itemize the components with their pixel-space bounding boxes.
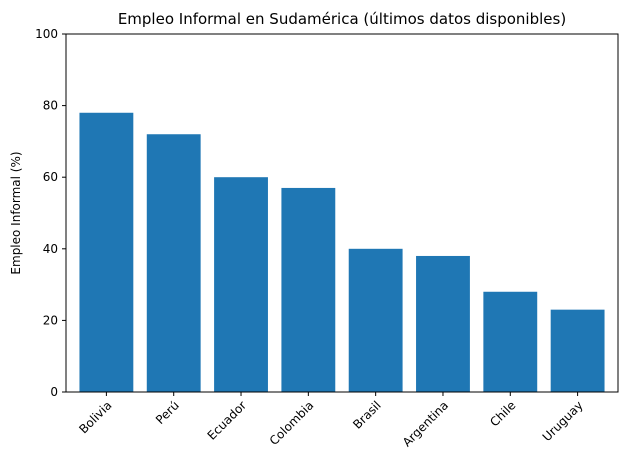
y-tick-label: 20 [43, 313, 58, 327]
bar-chile [483, 291, 538, 392]
bar-ecuador [214, 177, 268, 392]
y-tick-label: 40 [43, 242, 58, 256]
bar-bolivia [79, 112, 134, 392]
y-tick-label: 100 [35, 27, 58, 41]
bar-colombia [281, 187, 336, 392]
bar-brasil [348, 248, 403, 392]
plot-frame [65, 33, 619, 393]
x-tick-label-bolivia: Bolivia [76, 398, 114, 436]
y-axis-label: Empleo Informal (%) [9, 151, 23, 274]
y-tick-label: 0 [50, 385, 58, 399]
bar-argentina [416, 255, 470, 392]
y-axis-ticks: 0 20 40 60 80 100 [35, 27, 66, 399]
x-tick-label-chile: Chile [487, 398, 518, 429]
bar-perú [146, 134, 201, 393]
x-tick-label-perú: Perú [153, 398, 182, 427]
x-tick-label-brasil: Brasil [350, 398, 384, 432]
bars-group [79, 112, 605, 393]
chart-title: Empleo Informal en Sudamérica (últimos d… [118, 10, 566, 28]
y-tick-label: 80 [43, 99, 58, 113]
x-tick-label-uruguay: Uruguay [540, 398, 586, 444]
x-tick-label-colombia: Colombia [267, 398, 317, 448]
y-tick-label: 60 [43, 170, 58, 184]
bar-uruguay [550, 309, 605, 392]
x-axis-ticks: Bolivia Perú Ecuador Colombia Brasil Argentin… [76, 392, 586, 450]
x-tick-label-ecuador: Ecuador [205, 398, 250, 443]
x-tick-label-argentina: Argentina [400, 398, 451, 449]
